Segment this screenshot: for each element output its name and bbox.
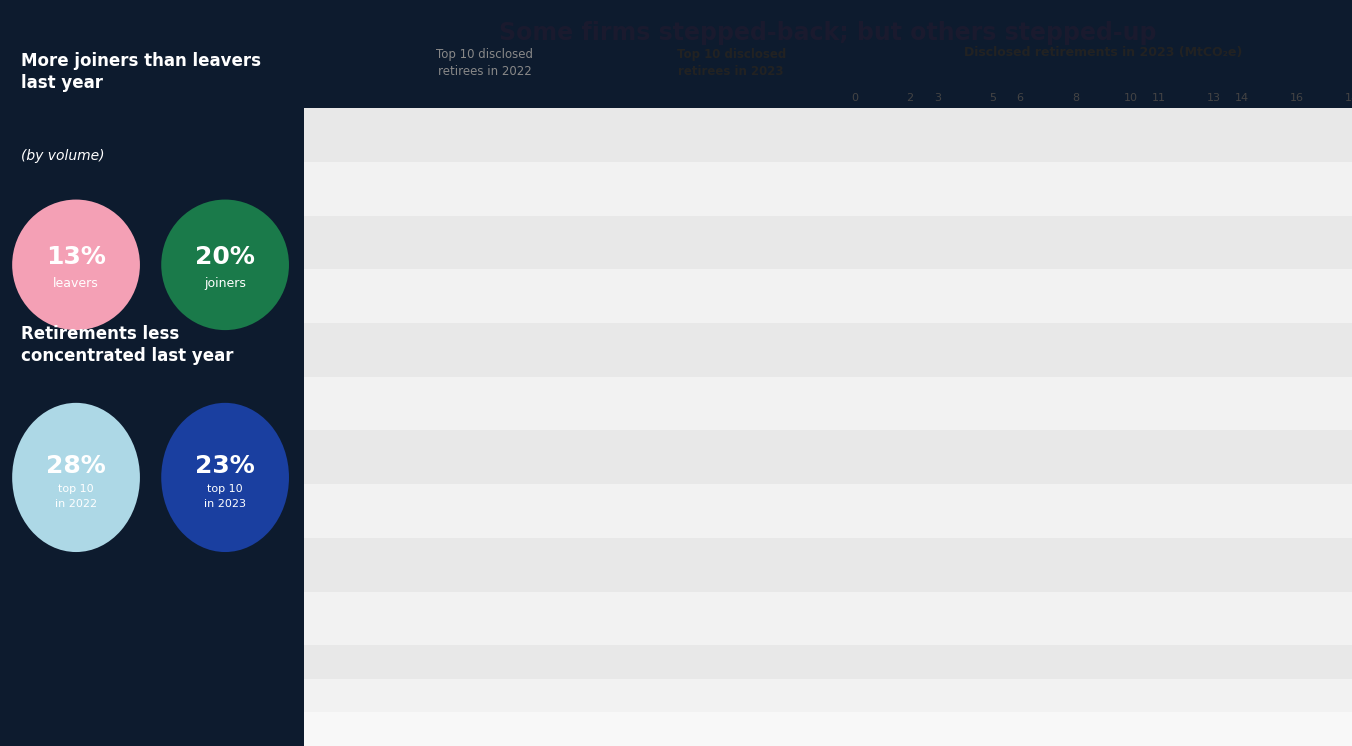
Text: terpel: terpel: [707, 289, 754, 303]
Text: Nature Restoration: Nature Restoration: [1033, 651, 1125, 662]
Bar: [942, 173, 1082, 204]
Text: 7: 7: [329, 451, 338, 464]
Text: Telstra: Telstra: [902, 657, 936, 667]
Text: Volkswagen: Volkswagen: [694, 182, 768, 195]
Text: leavers: leavers: [53, 277, 99, 290]
Text: easyJet: easyJet: [460, 451, 511, 464]
Text: top 10: top 10: [207, 483, 243, 494]
Ellipse shape: [161, 403, 289, 552]
Text: BIOMAX: BIOMAX: [457, 343, 512, 357]
Bar: [1006, 654, 1028, 659]
Bar: [827, 654, 849, 659]
Text: ecoPETROL: ecoPETROL: [687, 504, 775, 518]
Text: 6: 6: [329, 397, 338, 410]
Bar: [854, 549, 894, 580]
Text: REDD+: REDD+: [1190, 651, 1226, 662]
Text: dpd: dpd: [473, 558, 498, 571]
Text: Shell: Shell: [468, 289, 502, 303]
Text: Energy Efficiency: Energy Efficiency: [1033, 662, 1117, 673]
Bar: [1163, 654, 1184, 659]
Text: Yamato Group: Yamato Group: [687, 343, 775, 357]
Ellipse shape: [12, 403, 141, 552]
Bar: [894, 119, 1238, 151]
Text: Renewable Energy: Renewable Energy: [854, 651, 945, 662]
Text: (by volume): (by volume): [22, 149, 105, 163]
Text: 4: 4: [329, 289, 338, 303]
Text: Takeda: Takeda: [710, 236, 753, 249]
Bar: [882, 119, 894, 151]
Text: Top 10 disclosed
retirees in 2023: Top 10 disclosed retirees in 2023: [676, 48, 786, 78]
Text: 20%: 20%: [195, 245, 256, 269]
Text: 13%: 13%: [46, 245, 105, 269]
Text: 23%: 23%: [195, 454, 256, 478]
Text: More joiners than leavers
last year: More joiners than leavers last year: [22, 52, 261, 93]
Text: Retirements less
concentrated last year: Retirements less concentrated last year: [22, 325, 234, 365]
Bar: [896, 280, 923, 312]
Text: 28%: 28%: [46, 454, 105, 478]
Bar: [827, 665, 849, 670]
Text: 8: 8: [329, 504, 338, 518]
Text: Shell: Shell: [713, 128, 750, 142]
Bar: [854, 603, 904, 634]
Bar: [1006, 665, 1028, 670]
Text: ecoPETROL: ecoPETROL: [576, 657, 635, 667]
Bar: [854, 495, 887, 527]
Text: 5: 5: [329, 343, 338, 357]
Bar: [854, 442, 910, 473]
Text: 1: 1: [329, 128, 338, 142]
Text: Chevron: Chevron: [608, 691, 652, 700]
Bar: [854, 334, 904, 366]
Bar: [854, 280, 896, 312]
Text: eni: eni: [827, 657, 844, 667]
Text: PRIMAX: PRIMAX: [457, 182, 512, 195]
Text: Source: MSCI Carbon Markets analysis of disclosed retirements on tracked registr: Source: MSCI Carbon Markets analysis of …: [315, 724, 1029, 734]
Text: 2: 2: [329, 182, 338, 195]
Text: Non-CO2 Gases: Non-CO2 Gases: [854, 662, 930, 673]
Text: dpd: dpd: [717, 612, 746, 625]
Bar: [894, 549, 899, 580]
Text: in 2023: in 2023: [204, 498, 246, 509]
Text: Volkswagen: Volkswagen: [448, 236, 522, 249]
Text: Chevron: Chevron: [458, 504, 511, 518]
Bar: [854, 227, 937, 258]
Text: 11-20: 11-20: [315, 656, 349, 668]
Text: BIOMAX: BIOMAX: [700, 558, 763, 571]
Bar: [854, 173, 942, 204]
Bar: [854, 388, 910, 419]
Text: Some firms stepped-back; but others stepped-up: Some firms stepped-back; but others step…: [499, 21, 1157, 45]
Bar: [1163, 665, 1184, 670]
Text: Carbon Engineering: Carbon Engineering: [1190, 662, 1287, 673]
Text: DELTA: DELTA: [464, 128, 506, 142]
Text: HIGHLANDFAIRVIEW: HIGHLANDFAIRVIEW: [653, 451, 810, 464]
Text: 3: 3: [329, 236, 338, 249]
Text: joiners: joiners: [204, 277, 246, 290]
Bar: [887, 495, 910, 527]
Ellipse shape: [161, 199, 289, 330]
Text: Telstra: Telstra: [464, 612, 506, 625]
Text: Top 10 disclosed
retirees in 2022: Top 10 disclosed retirees in 2022: [437, 48, 534, 78]
Bar: [1238, 119, 1299, 151]
Text: 9: 9: [329, 558, 338, 571]
Text: easyJet: easyJet: [503, 699, 541, 709]
Text: PRIMAX: PRIMAX: [700, 397, 763, 410]
Ellipse shape: [12, 199, 141, 330]
Text: Takeda   C terpel: Takeda C terpel: [388, 657, 476, 667]
Text: eni: eni: [476, 397, 495, 410]
Text: 10: 10: [324, 612, 342, 625]
Bar: [854, 119, 882, 151]
Text: in 2022: in 2022: [55, 498, 97, 509]
Text: DELTA: DELTA: [503, 691, 535, 700]
Text: 21+: 21+: [315, 689, 339, 702]
Text: Disclosed retirements in 2023 (MtCO₂e): Disclosed retirements in 2023 (MtCO₂e): [964, 46, 1242, 59]
Text: top 10: top 10: [58, 483, 93, 494]
